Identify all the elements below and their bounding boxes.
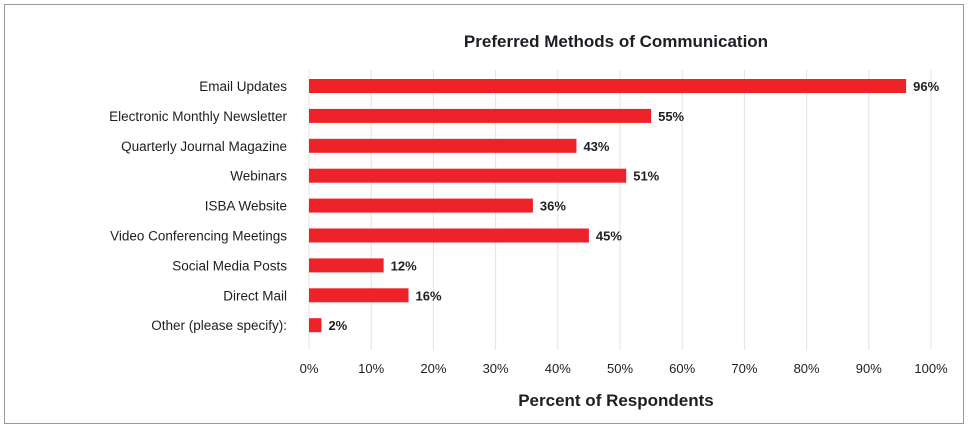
data-label: 51% bbox=[633, 169, 659, 184]
bar-chart: Preferred Methods of Communication Email… bbox=[109, 32, 948, 410]
chart-frame: Preferred Methods of Communication Email… bbox=[4, 4, 964, 424]
data-label: 2% bbox=[328, 318, 347, 333]
bar bbox=[309, 108, 652, 123]
x-tick-label: 70% bbox=[731, 361, 757, 376]
data-label: 12% bbox=[391, 258, 417, 273]
category-label: Direct Mail bbox=[223, 288, 287, 303]
bars bbox=[309, 79, 907, 333]
bar bbox=[309, 168, 627, 183]
x-tick-label: 0% bbox=[300, 361, 319, 376]
category-label: Quarterly Journal Magazine bbox=[121, 139, 287, 154]
chart-title: Preferred Methods of Communication bbox=[464, 32, 768, 51]
bar bbox=[309, 79, 907, 93]
x-tick-label: 20% bbox=[420, 361, 446, 376]
x-axis-label: Percent of Respondents bbox=[518, 391, 714, 410]
x-tick-label: 80% bbox=[794, 361, 820, 376]
category-label: Video Conferencing Meetings bbox=[110, 229, 287, 244]
data-label: 55% bbox=[658, 109, 684, 124]
data-label: 36% bbox=[540, 199, 566, 214]
data-label: 96% bbox=[913, 79, 939, 94]
x-tick-label: 60% bbox=[669, 361, 695, 376]
x-tick-label: 50% bbox=[607, 361, 633, 376]
category-label: Other (please specify): bbox=[151, 318, 287, 333]
category-label: Electronic Monthly Newsletter bbox=[109, 109, 287, 124]
x-tick-labels: 0% 10% 20% 30% 40% 50% 60% 70% 80% 90% 100% bbox=[300, 361, 948, 376]
category-label: Email Updates bbox=[199, 79, 287, 94]
category-labels: Email Updates Electronic Monthly Newslett… bbox=[109, 79, 287, 333]
bar bbox=[309, 198, 533, 213]
x-tick-label: 40% bbox=[545, 361, 571, 376]
bar bbox=[309, 138, 577, 153]
data-label: 16% bbox=[416, 288, 442, 303]
bar bbox=[309, 318, 322, 333]
x-tick-label: 30% bbox=[483, 361, 509, 376]
category-label: Social Media Posts bbox=[172, 258, 287, 273]
x-tick-label: 10% bbox=[358, 361, 384, 376]
data-label: 43% bbox=[583, 139, 609, 154]
category-label: ISBA Website bbox=[205, 199, 287, 214]
bar bbox=[309, 288, 409, 303]
category-label: Webinars bbox=[230, 169, 287, 184]
data-labels: 96% 55% 43% 51% 36% 45% 12% 16% 2% bbox=[328, 79, 939, 333]
bar bbox=[309, 258, 384, 273]
data-label: 45% bbox=[596, 229, 622, 244]
x-tick-label: 90% bbox=[856, 361, 882, 376]
bar bbox=[309, 228, 589, 243]
x-tick-label: 100% bbox=[914, 361, 948, 376]
